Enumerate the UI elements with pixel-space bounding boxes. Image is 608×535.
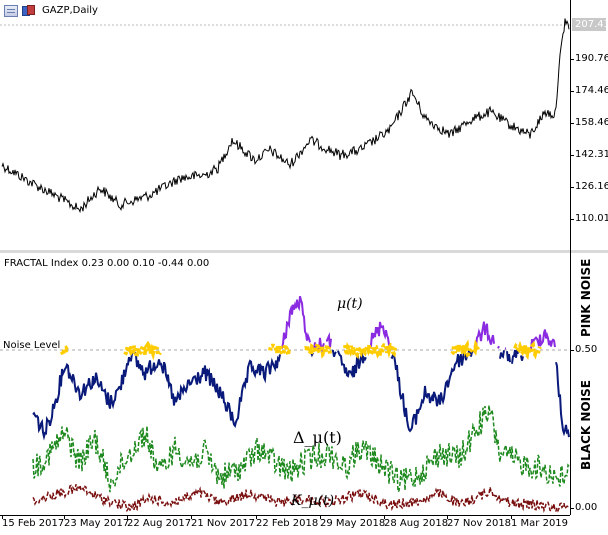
x-axis-label: 21 Nov 2017	[191, 518, 256, 529]
noise-highlight-segment	[513, 340, 542, 361]
x-axis-label: 28 Aug 2018	[384, 518, 449, 529]
kappa-mu-series-line	[32, 482, 570, 514]
x-axis-label: 15 Feb 2017	[2, 518, 65, 529]
x-axis-label: 22 Feb 2018	[256, 518, 319, 529]
y-tick-mark	[570, 91, 574, 92]
x-tick-mark	[320, 515, 321, 519]
black-noise-label: BLACK NOISE	[579, 380, 593, 470]
x-tick-mark	[2, 515, 3, 519]
x-axis-label: 1 Mar 2019	[511, 518, 569, 529]
y-tick-mark	[570, 187, 574, 188]
noise-highlight-segment	[343, 339, 397, 360]
x-tick-mark	[511, 515, 512, 519]
noise-level-label: Noise Level	[3, 340, 61, 351]
current-price-badge: 207.43	[572, 18, 608, 31]
noise-highlight-segment	[268, 338, 292, 362]
price-line-chart	[0, 18, 570, 214]
x-axis-label: 27 Nov 2018	[447, 518, 512, 529]
delta-mu-series-line	[32, 405, 570, 494]
price-scale-border	[570, 0, 571, 515]
noise-highlight-segment	[60, 345, 70, 362]
fractal-index-chart	[0, 295, 570, 514]
symbol-properties-icon[interactable]	[22, 5, 36, 17]
y-tick-mark	[570, 59, 574, 60]
noise-highlight-segment	[123, 340, 162, 361]
noise-highlight-segment	[450, 339, 480, 358]
x-axis-label: 23 May 2017	[64, 518, 130, 529]
indicator-y-tick: 0.50	[575, 344, 598, 355]
x-tick-mark	[447, 515, 448, 519]
indicator-y-tick: 0.00	[575, 502, 598, 513]
indicator-title: FRACTAL Index 0.23 0.00 0.10 -0.44 0.00	[4, 258, 210, 269]
y-tick-mark	[570, 508, 574, 509]
mu-series-above-noise	[280, 295, 556, 354]
x-tick-mark	[191, 515, 192, 519]
price-series-line	[1, 18, 570, 214]
mu-annotation: μ(t)	[337, 296, 363, 312]
y-tick-mark	[570, 155, 574, 156]
x-tick-mark	[64, 515, 65, 519]
mu-series-line	[32, 347, 570, 441]
price-y-tick: 158.46	[575, 117, 608, 128]
price-y-tick: 126.16	[575, 181, 608, 192]
y-tick-mark	[570, 123, 574, 124]
pane-separator[interactable]	[0, 250, 608, 253]
delta-mu-annotation: Δ_μ(t)	[293, 428, 342, 447]
x-tick-mark	[256, 515, 257, 519]
x-tick-mark	[384, 515, 385, 519]
x-tick-mark	[127, 515, 128, 519]
kappa-mu-annotation: K_μ(t)	[291, 493, 335, 509]
noise-highlight-segment	[304, 338, 332, 359]
price-chart-pane[interactable]	[0, 0, 570, 250]
time-scale-border	[0, 515, 570, 516]
price-y-tick: 174.46	[575, 85, 608, 96]
chart-window-icon[interactable]	[4, 5, 18, 17]
price-y-tick: 110.01	[575, 213, 608, 224]
y-tick-mark	[570, 350, 574, 351]
chart-symbol-title: GAZP,Daily	[42, 5, 98, 16]
price-y-tick: 142.31	[575, 149, 608, 160]
price-y-tick: 190.76	[575, 53, 608, 64]
y-tick-mark	[570, 219, 574, 220]
x-axis-label: 29 May 2018	[320, 518, 386, 529]
x-axis-label: 22 Aug 2017	[127, 518, 192, 529]
pink-noise-label: PINK NOISE	[579, 258, 593, 337]
indicator-pane[interactable]	[0, 253, 570, 515]
